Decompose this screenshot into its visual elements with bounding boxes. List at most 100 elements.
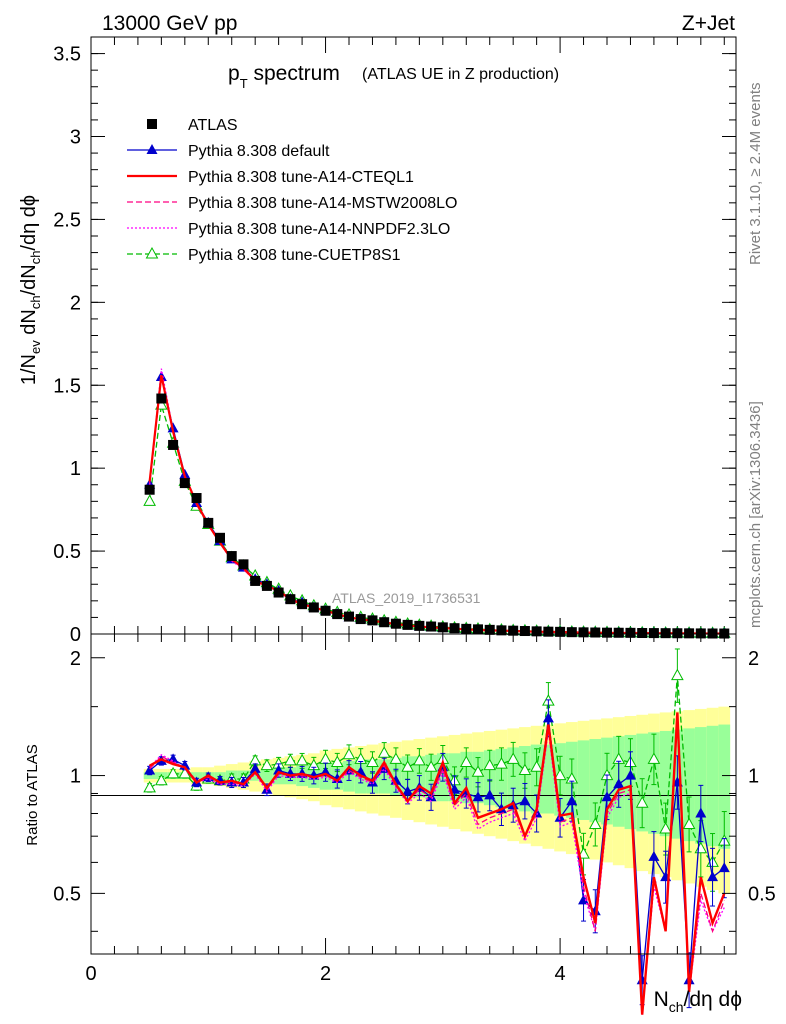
point-ATLAS bbox=[473, 624, 483, 635]
ratio-point-cuetp bbox=[506, 752, 520, 764]
x-tick-label: 2 bbox=[320, 963, 331, 985]
point-ATLAS bbox=[684, 628, 695, 639]
ratio-point-default bbox=[542, 712, 554, 723]
point-ATLAS bbox=[602, 627, 612, 638]
point-ATLAS bbox=[531, 626, 542, 637]
ratio-point-cuetp bbox=[401, 760, 414, 772]
point-ATLAS bbox=[250, 575, 261, 586]
point-ATLAS bbox=[297, 599, 308, 610]
x-axis-label: Nch/dη dϕ bbox=[654, 988, 742, 1015]
legend-marker-ATLAS bbox=[147, 119, 157, 129]
stat-uncertainty-band bbox=[143, 772, 156, 779]
ratio-point-cuetp bbox=[366, 755, 379, 767]
ratio-y-tick-label-left: 1 bbox=[70, 766, 81, 788]
mcplots-label: mcplots.cern.ch [arXiv:1306.3436] bbox=[747, 401, 764, 628]
ratio-point-default bbox=[707, 871, 719, 882]
legend: ATLAS Pythia 8.308 default Pythia 8.308 tu… bbox=[127, 117, 457, 264]
ratio-y-tick-label-left: 0.5 bbox=[53, 883, 81, 905]
legend-entry-nnpdf: Pythia 8.308 tune-A14-NNPDF2.3LO bbox=[127, 221, 450, 238]
ratio-point-default bbox=[648, 850, 660, 861]
ratio-point-cuetp bbox=[424, 760, 438, 772]
ratio-point-default bbox=[624, 769, 636, 780]
main-series-layer bbox=[143, 368, 731, 639]
point-ATLAS bbox=[238, 559, 249, 570]
ratio-point-cuetp bbox=[483, 758, 497, 771]
legend-entry-default: Pythia 8.308 default bbox=[127, 143, 330, 160]
point-ATLAS bbox=[308, 602, 319, 613]
legend-entry-ATLAS: ATLAS bbox=[147, 117, 238, 134]
ratio-point-default bbox=[472, 791, 484, 802]
analysis-watermark: ATLAS_2019_I1736531 bbox=[332, 590, 481, 606]
ratio-point-cuetp bbox=[389, 752, 403, 764]
ratio-panel: 0.5 0.5 1 1 2 2 0 2 4 Ratio to ATLAS Nch/dη dϕ bbox=[24, 633, 776, 1015]
ratio-point-default bbox=[718, 862, 730, 873]
point-ATLAS bbox=[332, 609, 343, 620]
ratio-point-cuetp bbox=[155, 773, 168, 786]
ratio-point-default bbox=[402, 785, 414, 796]
ratio-series-nnpdf bbox=[149, 720, 725, 1015]
ratio-point-default bbox=[601, 791, 613, 802]
main-panel: 0 0.5 1 1.5 2 2.5 3 3.5 pT spectrum (ATLAS UE i… bbox=[18, 36, 737, 646]
ratio-point-cuetp bbox=[635, 796, 649, 808]
point-ATLAS bbox=[226, 551, 237, 562]
point-ATLAS bbox=[578, 627, 589, 638]
point-ATLAS bbox=[695, 628, 706, 639]
title-p: p bbox=[228, 62, 240, 85]
ratio-point-cuetp bbox=[260, 758, 274, 771]
point-ATLAS bbox=[590, 627, 601, 638]
ratio-point-cuetp bbox=[553, 768, 567, 781]
ratio-point-cuetp bbox=[647, 752, 661, 764]
main-y-tick-label: 3.5 bbox=[53, 44, 81, 66]
point-ATLAS bbox=[519, 626, 530, 637]
legend-label: Pythia 8.308 default bbox=[188, 143, 330, 160]
stat-uncertainty-band bbox=[706, 725, 719, 847]
point-ATLAS bbox=[426, 621, 437, 632]
main-y-axis-label: 1/Nev dNch/dNch/dη dϕ bbox=[18, 195, 43, 385]
stat-uncertainty-band bbox=[659, 730, 672, 837]
main-y-tick-label: 1 bbox=[70, 458, 81, 480]
point-ATLAS bbox=[367, 615, 378, 626]
ratio-point-cuetp bbox=[295, 753, 309, 766]
point-ATLAS bbox=[273, 587, 284, 598]
ratio-point-default bbox=[613, 778, 625, 789]
legend-label: Pythia 8.308 tune-A14-CTEQL1 bbox=[188, 169, 414, 186]
ratio-line-nnpdf bbox=[149, 720, 725, 1015]
point-ATLAS bbox=[191, 493, 202, 504]
legend-label: Pythia 8.308 tune-CUETP8S1 bbox=[188, 247, 401, 264]
main-y-tick-label: 0 bbox=[70, 624, 81, 646]
point-ATLAS bbox=[449, 623, 460, 634]
point-ATLAS bbox=[344, 611, 354, 622]
ratio-y-tick-label-left: 2 bbox=[70, 648, 81, 670]
ratio-point-cuetp bbox=[671, 668, 684, 681]
svg-text:pT spectrum: pT spectrum bbox=[228, 62, 340, 91]
main-y-tick-label: 3 bbox=[70, 127, 81, 149]
stat-uncertainty-band bbox=[542, 744, 555, 814]
ratio-point-default bbox=[519, 795, 531, 806]
stat-uncertainty-band bbox=[718, 724, 731, 849]
process-label: Z+Jet bbox=[682, 12, 735, 35]
ratio-point-cuetp bbox=[330, 755, 344, 767]
point-ATLAS bbox=[543, 626, 554, 637]
stat-uncertainty-band bbox=[261, 768, 273, 783]
legend-marker-default bbox=[146, 144, 158, 154]
title-detail: (ATLAS UE in Z production) bbox=[362, 66, 559, 83]
title-sub: T bbox=[240, 76, 248, 91]
point-ATLAS bbox=[461, 623, 472, 634]
legend-entry-mstw: Pythia 8.308 tune-A14-MSTW2008LO bbox=[127, 195, 457, 212]
point-ATLAS bbox=[355, 614, 366, 625]
point-ATLAS bbox=[613, 627, 624, 638]
ratio-point-cuetp bbox=[495, 757, 508, 769]
ratio-y-tick-label-right: 0.5 bbox=[748, 883, 776, 905]
ratio-y-tick-label-right: 2 bbox=[748, 648, 759, 670]
point-ATLAS bbox=[179, 478, 190, 489]
legend-marker-cuetp bbox=[145, 246, 159, 259]
point-ATLAS bbox=[672, 628, 683, 639]
stat-uncertainty-band bbox=[249, 770, 262, 781]
point-ATLAS bbox=[156, 393, 167, 404]
main-y-tick-label: 0.5 bbox=[53, 541, 81, 563]
point-ATLAS bbox=[144, 484, 155, 495]
point-ATLAS bbox=[437, 622, 448, 633]
ratio-point-cuetp bbox=[659, 822, 672, 834]
main-y-tick-label: 2.5 bbox=[53, 209, 81, 231]
point-ATLAS bbox=[508, 625, 519, 636]
